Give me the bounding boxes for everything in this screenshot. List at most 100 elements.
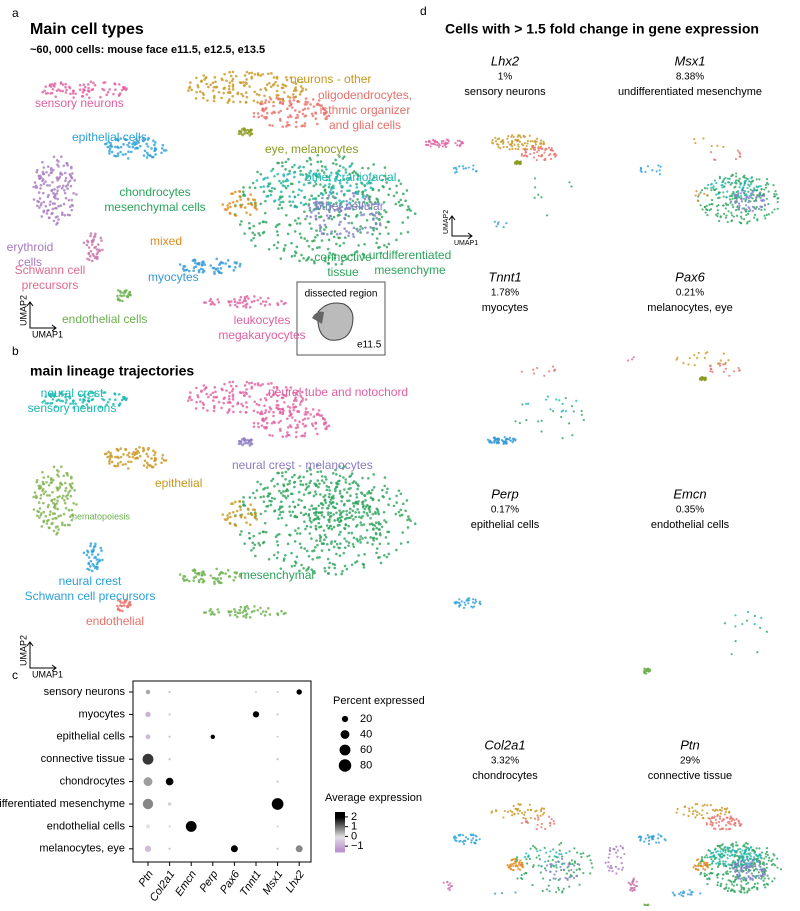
panel-subtitle: ~60, 000 cells: mouse face e11.5, e12.5,… bbox=[30, 44, 265, 56]
cell-point bbox=[736, 215, 738, 217]
cell-point bbox=[87, 87, 90, 90]
cell-point bbox=[88, 568, 91, 571]
cell-point bbox=[213, 410, 216, 413]
cell-point bbox=[41, 215, 44, 218]
cell-point bbox=[339, 475, 342, 478]
cell-point bbox=[736, 874, 738, 876]
cell-point bbox=[265, 195, 268, 198]
cell-point bbox=[154, 459, 157, 462]
cell-point bbox=[234, 304, 237, 307]
cell-point bbox=[262, 495, 265, 498]
cell-point bbox=[244, 608, 247, 611]
cell-point bbox=[358, 516, 361, 519]
cell-point bbox=[257, 382, 260, 385]
cell-point bbox=[338, 479, 341, 482]
cell-point bbox=[71, 487, 74, 490]
cell-point bbox=[219, 577, 222, 580]
cell-point bbox=[300, 202, 303, 205]
cell-point bbox=[369, 511, 372, 514]
cell-point bbox=[517, 148, 519, 150]
cell-point bbox=[281, 98, 284, 101]
cell-point bbox=[453, 602, 455, 604]
dot bbox=[146, 690, 150, 694]
cell-point bbox=[287, 95, 290, 98]
cell-point bbox=[232, 78, 235, 81]
cell-point bbox=[540, 139, 542, 141]
cell-point bbox=[741, 200, 743, 202]
cell-point bbox=[285, 180, 288, 183]
cell-point bbox=[530, 817, 532, 819]
cell-point bbox=[731, 820, 733, 822]
cell-point bbox=[234, 576, 237, 579]
cell-point bbox=[371, 543, 374, 546]
cell-point bbox=[615, 852, 617, 854]
cell-point bbox=[303, 115, 306, 118]
cell-point bbox=[687, 893, 689, 895]
cell-point bbox=[290, 413, 293, 416]
cell-point bbox=[741, 853, 743, 855]
cell-point bbox=[288, 480, 291, 483]
cell-point bbox=[291, 106, 294, 109]
cell-point bbox=[272, 101, 275, 104]
cell-point bbox=[757, 857, 759, 859]
cell-point bbox=[101, 249, 104, 252]
cell-point bbox=[468, 597, 470, 599]
cell-point bbox=[54, 507, 57, 510]
cell-point bbox=[454, 142, 456, 144]
cell-point bbox=[256, 171, 259, 174]
cell-point bbox=[237, 92, 240, 95]
cell-point bbox=[59, 172, 62, 175]
cell-point bbox=[730, 817, 732, 819]
cell-point bbox=[332, 162, 335, 165]
cell-point bbox=[565, 852, 567, 854]
dot bbox=[255, 691, 257, 693]
cell-point bbox=[534, 818, 536, 820]
cell-point bbox=[344, 478, 347, 481]
cell-point bbox=[386, 556, 389, 559]
cell-point bbox=[347, 544, 350, 547]
cell-point bbox=[771, 858, 773, 860]
cell-point bbox=[621, 869, 623, 871]
cell-point bbox=[543, 812, 545, 814]
cell-point bbox=[144, 150, 147, 153]
dot bbox=[276, 713, 278, 715]
cell-point bbox=[529, 858, 531, 860]
cell-point bbox=[250, 75, 253, 78]
cell-point bbox=[63, 499, 66, 502]
cell-point bbox=[747, 191, 749, 193]
cell-point bbox=[714, 180, 716, 182]
cell-point bbox=[702, 805, 704, 807]
cell-point bbox=[313, 495, 316, 498]
cell-point bbox=[757, 882, 759, 884]
cell-point bbox=[238, 130, 241, 133]
cell-point bbox=[213, 405, 216, 408]
cell-point bbox=[262, 110, 265, 113]
cell-point bbox=[724, 813, 726, 815]
cell-point bbox=[269, 303, 272, 306]
cell-point bbox=[735, 209, 737, 211]
cell-point bbox=[97, 251, 100, 254]
cell-point bbox=[296, 116, 299, 119]
cell-point bbox=[56, 508, 59, 511]
cell-point bbox=[356, 524, 359, 527]
cell-point bbox=[364, 189, 367, 192]
cell-point bbox=[448, 140, 450, 142]
cell-point bbox=[291, 476, 294, 479]
cell-point bbox=[407, 541, 410, 544]
cell-point bbox=[273, 111, 276, 114]
cell-point bbox=[289, 114, 292, 117]
cell-point bbox=[512, 869, 514, 871]
cell-point bbox=[346, 189, 349, 192]
cell-point bbox=[708, 873, 710, 875]
cell-point bbox=[277, 207, 280, 210]
cell-point bbox=[345, 517, 348, 520]
cell-point bbox=[756, 869, 758, 871]
cell-point bbox=[568, 850, 570, 852]
cell-point bbox=[47, 196, 50, 199]
cell-point bbox=[680, 894, 682, 896]
cell-point bbox=[527, 809, 529, 811]
cell-point bbox=[90, 560, 93, 563]
cell-point bbox=[506, 138, 508, 140]
cell-point bbox=[56, 473, 59, 476]
cell-point bbox=[752, 194, 754, 196]
